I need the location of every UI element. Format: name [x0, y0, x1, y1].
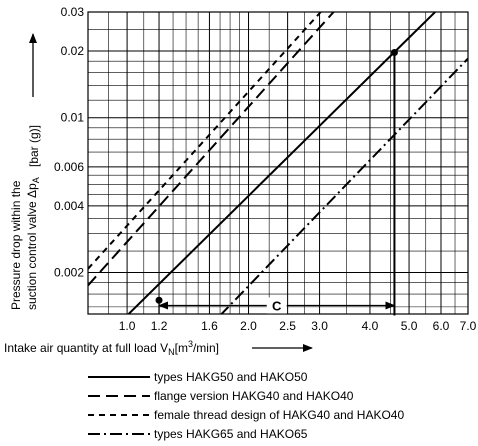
x-tick-label: 1.0: [119, 319, 136, 333]
y-tick-label: 0.01: [61, 111, 85, 125]
series-line: [88, 12, 335, 287]
x-tick-labels: 1.0 1.2 1.6 2.0 2.5 3.0 4.0 5.0 6.0 7.0: [119, 319, 477, 333]
x-tick-label: 7.0: [460, 319, 477, 333]
x-tick-label: 1.6: [201, 319, 218, 333]
y-axis-label-line2: suction control valve ΔpA: [25, 177, 41, 310]
series-line: [220, 57, 468, 314]
x-tick-label: 2.0: [240, 319, 257, 333]
legend-label: types HAKG50 and HAKO50: [154, 370, 308, 384]
series-lines: [88, 12, 468, 314]
y-axis-unit-label: [bar (g)]: [27, 125, 41, 167]
x-tick-label: 2.5: [279, 319, 296, 333]
series-line: [127, 12, 436, 314]
series-line: [88, 12, 322, 270]
data-point-marker: [155, 296, 163, 304]
x-tick-label: 5.0: [401, 319, 418, 333]
legend-label: types HAKG65 and HAKO65: [154, 427, 308, 441]
x-tick-label: 1.2: [151, 319, 168, 333]
y-tick-labels: 0.002 0.004 0.006 0.01 0.02 0.03: [54, 5, 84, 280]
legend-label: flange version HAKG40 and HAKO40: [154, 389, 354, 403]
y-tick-label: 0.006: [54, 160, 84, 174]
legend: types HAKG50 and HAKO50 flange version HA…: [88, 370, 404, 441]
dimension-label: C: [272, 299, 282, 314]
plot-frame: [87, 11, 469, 315]
x-tick-label: 6.0: [433, 319, 450, 333]
dimension-label-bg: [266, 297, 287, 314]
legend-label: female thread design of HAKG40 and HAKO4…: [154, 408, 404, 422]
y-axis-label-line1: Pressure drop within the: [9, 180, 23, 310]
minor-grid: [88, 12, 468, 314]
x-tick-label: 4.0: [362, 319, 379, 333]
annotations: C: [155, 48, 398, 316]
y-tick-label: 0.004: [54, 199, 84, 213]
x-axis-label: Intake air quantity at full load VN[m3/m…: [4, 339, 219, 357]
x-tick-label: 3.0: [311, 319, 328, 333]
data-point-marker: [390, 48, 398, 56]
y-tick-label: 0.002: [54, 266, 84, 280]
y-tick-label: 0.03: [61, 5, 85, 19]
major-grid: [88, 11, 469, 314]
y-tick-label: 0.02: [61, 44, 85, 58]
